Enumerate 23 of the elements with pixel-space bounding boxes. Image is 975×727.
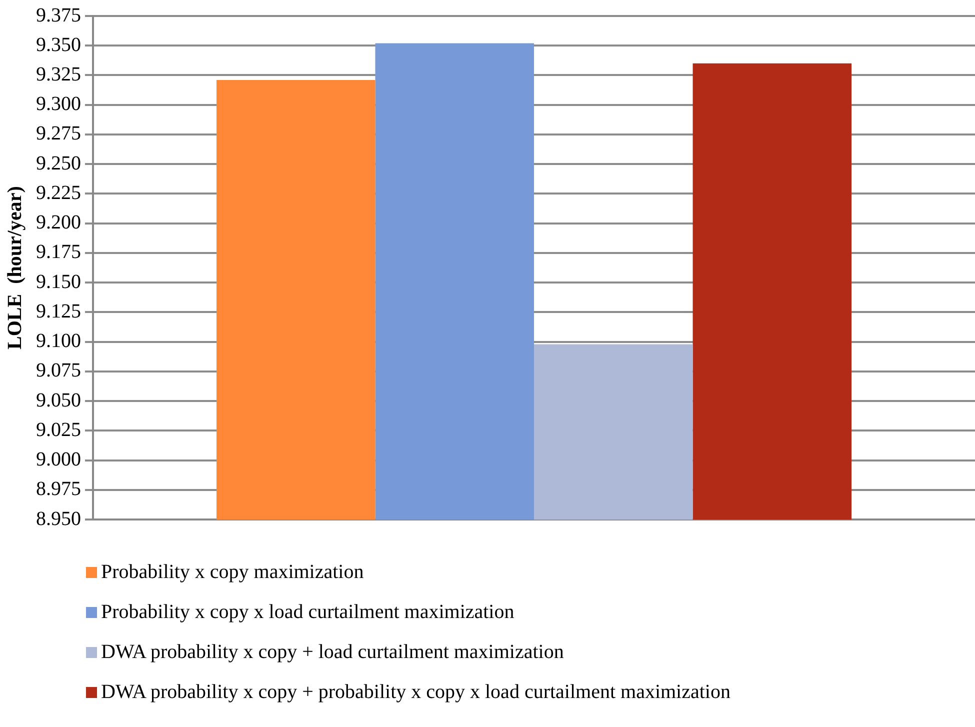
y-tick-label: 9.050	[36, 389, 81, 412]
y-tick-label: 9.100	[36, 330, 81, 352]
y-tick-label: 9.200	[36, 212, 81, 234]
y-tick-label: 9.175	[36, 241, 81, 264]
legend-label: DWA probability x copy + probability x copy x load curtailment maximization	[101, 680, 730, 704]
y-tick-label: 9.125	[36, 300, 81, 322]
y-tick-label: 9.150	[36, 270, 81, 293]
legend-label: DWA probability x copy + load curtailment maximization	[101, 640, 564, 664]
y-tick-label: 9.300	[36, 93, 81, 116]
y-tick-label: 8.950	[36, 508, 81, 530]
y-tick-label: 9.325	[36, 63, 81, 86]
legend-label: Probability x copy x load curtailment maximization	[101, 600, 514, 624]
y-tick-label: 9.350	[36, 34, 81, 56]
y-tick-label: 9.225	[36, 182, 81, 204]
y-tick-label: 9.025	[36, 418, 81, 441]
y-tick-label: 8.975	[36, 478, 81, 500]
y-tick-label: 9.000	[36, 448, 81, 471]
y-tick-label: 9.275	[36, 122, 81, 145]
legend-label: Probability x copy maximization	[101, 560, 364, 584]
y-axis-title: LOLE (hour/year)	[4, 186, 26, 350]
y-tick-label: 9.375	[36, 4, 81, 26]
y-tick-label: 9.075	[36, 360, 81, 382]
y-tick-label: 9.250	[36, 152, 81, 174]
